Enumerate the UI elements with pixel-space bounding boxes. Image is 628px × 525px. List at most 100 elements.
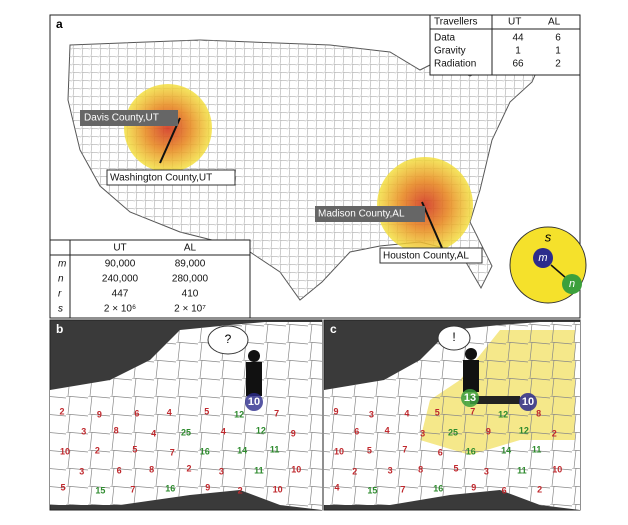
county-number: 15	[367, 485, 377, 495]
county-number: 8	[536, 408, 541, 418]
county-number: 6	[354, 426, 359, 436]
table-header: UT	[113, 243, 126, 254]
county-number: 9	[486, 426, 491, 436]
table-cell: 66	[512, 59, 524, 70]
county-number: 5	[367, 445, 372, 455]
n-label: n	[569, 278, 575, 290]
person-icon	[463, 360, 479, 392]
county-number: 9	[471, 482, 476, 492]
tables: Travellers UT AL Data 44 6 Gravity 1 1 Radiation 6…	[49, 14, 581, 319]
county-number: 16	[200, 446, 210, 456]
county-number: 2	[186, 463, 191, 473]
county-number: 9	[333, 406, 338, 416]
s-label: s	[545, 229, 552, 244]
table-cell: 2 × 10⁷	[174, 304, 206, 315]
table-cell: 2 × 10⁶	[104, 304, 136, 315]
county-number: 11	[254, 465, 264, 475]
county-number: 4	[167, 407, 172, 417]
travellers-table	[429, 14, 581, 76]
county-number: 3	[79, 466, 84, 476]
table-cell: 89,000	[175, 259, 206, 270]
label-box	[106, 169, 236, 186]
county-numbers: 9 3 4 5 7 12 86 4 3 25 9 12 210 5 7 6 16 14 112 3 8 5 3 11 104 15…	[333, 406, 562, 495]
county-number: 2	[59, 406, 64, 416]
table-cell: Radiation	[434, 59, 476, 70]
county-number: 4	[385, 425, 390, 435]
table-cell: 44	[512, 33, 524, 44]
county-number: 9	[205, 482, 210, 492]
county-number: 3	[219, 466, 224, 476]
county-number: 5	[60, 482, 65, 492]
m-label: m	[538, 252, 547, 264]
county-number: 7	[470, 406, 475, 416]
destination-node	[562, 274, 582, 294]
county-number: 3	[484, 466, 489, 476]
county-number: 7	[130, 484, 135, 494]
table-cell: 90,000	[105, 259, 136, 270]
person-head	[248, 350, 260, 362]
county-number: 25	[448, 427, 458, 437]
param-symbol: n	[58, 274, 64, 285]
params-table	[49, 239, 251, 319]
county-number: 14	[237, 445, 247, 455]
label-box	[315, 206, 425, 222]
county-number: 10	[60, 446, 70, 456]
param-symbol: r	[58, 289, 62, 300]
county-number: 7	[400, 484, 405, 494]
county-number: 12	[519, 425, 529, 435]
county-number: 2	[238, 485, 243, 495]
county-number: 25	[181, 427, 191, 437]
panel-label: a	[56, 17, 63, 31]
table-cell: 1	[515, 46, 521, 57]
county-number: 7	[274, 408, 279, 418]
county-number: 6	[134, 408, 139, 418]
county-number: 2	[352, 466, 357, 476]
county-number: 4	[334, 482, 339, 492]
county-number: 12	[498, 409, 508, 419]
table-cell: 447	[112, 289, 129, 300]
heat-alabama	[377, 157, 473, 253]
county-number: 2	[552, 428, 557, 438]
person-head	[465, 348, 477, 360]
county-number: 16	[466, 446, 476, 456]
table-cell: 6	[555, 33, 561, 44]
label-box	[80, 110, 178, 126]
county-number: 4	[221, 426, 226, 436]
travel-arrow	[470, 396, 520, 404]
table-cell: Gravity	[434, 46, 466, 57]
county-number: 3	[388, 465, 393, 475]
county-number: 16	[165, 483, 175, 493]
county-number: 5	[204, 406, 209, 416]
origin-county	[461, 389, 479, 407]
thought-bubble	[207, 325, 249, 355]
label-box	[379, 247, 483, 264]
county-number: 6	[502, 485, 507, 495]
county-number: 7	[402, 444, 407, 454]
table-cell: Data	[434, 33, 456, 44]
county-number: 4	[151, 428, 156, 438]
county-number: 2	[537, 484, 542, 494]
county-lines	[324, 322, 580, 510]
bubble-text: !	[452, 330, 455, 344]
county-number: 9	[97, 409, 102, 419]
county-number: 3	[369, 409, 374, 419]
thought-bubble	[437, 325, 471, 351]
county-number: 3	[81, 426, 86, 436]
origin-number: 13	[464, 392, 476, 404]
highlight-county	[245, 393, 263, 411]
person-icon	[246, 362, 262, 396]
county-number: 8	[149, 464, 154, 474]
panel-label: b	[56, 322, 63, 336]
county-number: 5	[435, 407, 440, 417]
table-header: UT	[508, 17, 521, 28]
county-number: 15	[95, 485, 105, 495]
county-label: Davis County,UT	[84, 113, 159, 124]
param-symbol: s	[58, 304, 63, 315]
county-number: 12	[256, 425, 266, 435]
county-number: 8	[418, 464, 423, 474]
arrow-al	[421, 201, 443, 249]
county-number: 7	[170, 447, 175, 457]
heat-utah	[124, 84, 212, 172]
county-numbers: 2 9 6 4 5 12 73 8 4 25 4 12 910 2 5 7 16 14 113 6 8 2 3 11 105 15…	[59, 406, 301, 495]
highlight-county	[519, 393, 537, 411]
